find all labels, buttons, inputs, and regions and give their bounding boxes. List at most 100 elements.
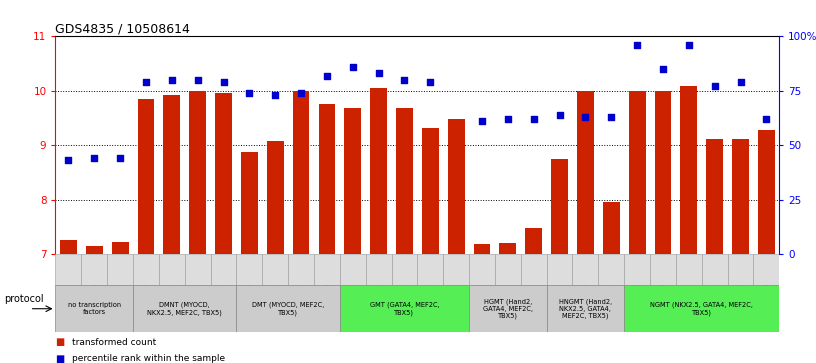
Bar (448, 119, 464, 254)
Bar (189, 91, 206, 254)
Point (295, 90, 308, 96)
Bar (288, 254, 314, 285)
Bar (628, 91, 645, 254)
Point (243, 90, 256, 96)
Point (88, 155, 101, 161)
Text: percentile rank within the sample: percentile rank within the sample (72, 354, 225, 363)
Text: transformed count: transformed count (72, 338, 156, 347)
Point (656, 66, 669, 72)
Point (424, 79, 437, 85)
Bar (184, 254, 211, 285)
Bar (418, 254, 443, 285)
Bar (370, 88, 387, 254)
Bar (107, 254, 133, 285)
Text: GMT (GATA4, MEF2C,
TBX5): GMT (GATA4, MEF2C, TBX5) (370, 302, 439, 316)
Bar (237, 254, 262, 285)
Bar (293, 91, 309, 254)
Bar (241, 152, 258, 254)
Bar (573, 254, 598, 285)
Bar (366, 254, 392, 285)
Text: GDS4835 / 10508614: GDS4835 / 10508614 (55, 22, 190, 35)
Bar (469, 254, 495, 285)
Bar (215, 94, 232, 254)
Point (268, 92, 282, 98)
Bar (392, 254, 418, 285)
Bar (624, 285, 779, 332)
Bar (443, 254, 469, 285)
Point (760, 116, 773, 122)
Bar (526, 228, 542, 254)
Bar (138, 99, 154, 254)
Bar (676, 254, 702, 285)
Text: DMNT (MYOCD,
NKX2.5, MEF2C, TBX5): DMNT (MYOCD, NKX2.5, MEF2C, TBX5) (148, 302, 222, 316)
Bar (577, 91, 594, 254)
Point (62, 158, 75, 163)
Bar (598, 254, 624, 285)
Point (191, 77, 204, 83)
Text: DMT (MYOCD, MEF2C,
TBX5): DMT (MYOCD, MEF2C, TBX5) (252, 302, 324, 316)
Text: NGMT (NKX2.5, GATA4, MEF2C,
TBX5): NGMT (NKX2.5, GATA4, MEF2C, TBX5) (650, 302, 753, 316)
Point (140, 79, 153, 85)
Point (372, 70, 385, 76)
Point (476, 118, 489, 124)
Bar (396, 108, 413, 254)
Bar (758, 130, 774, 254)
Text: ■: ■ (55, 354, 64, 363)
Point (708, 83, 721, 89)
Bar (159, 254, 184, 285)
Point (631, 42, 644, 48)
Bar (344, 108, 361, 254)
Bar (267, 141, 284, 254)
Bar (237, 285, 339, 332)
Text: HNGMT (Hand2,
NKX2.5, GATA4,
MEF2C, TBX5): HNGMT (Hand2, NKX2.5, GATA4, MEF2C, TBX5… (559, 298, 612, 319)
Point (398, 77, 411, 83)
Bar (707, 139, 723, 254)
Bar (732, 139, 749, 254)
Point (346, 64, 359, 70)
Bar (314, 254, 339, 285)
Bar (547, 254, 573, 285)
Bar (86, 246, 103, 254)
Text: ■: ■ (55, 337, 64, 347)
Point (527, 116, 540, 122)
Bar (55, 285, 133, 332)
Point (553, 112, 566, 118)
Text: protocol: protocol (4, 294, 44, 305)
Point (217, 79, 230, 85)
Point (113, 155, 126, 161)
Bar (702, 254, 728, 285)
Bar (339, 254, 366, 285)
Text: no transcription
factors: no transcription factors (68, 302, 121, 315)
Point (321, 73, 334, 78)
Bar (112, 242, 128, 254)
Bar (262, 254, 288, 285)
Bar (60, 241, 77, 254)
Point (605, 114, 618, 120)
Bar (521, 254, 547, 285)
Point (166, 77, 179, 83)
Bar (551, 159, 568, 254)
Point (579, 114, 592, 120)
Point (682, 42, 695, 48)
Bar (211, 254, 237, 285)
Bar (499, 243, 517, 254)
Bar (318, 104, 335, 254)
Text: HGMT (Hand2,
GATA4, MEF2C,
TBX5): HGMT (Hand2, GATA4, MEF2C, TBX5) (483, 298, 533, 319)
Bar (681, 86, 697, 254)
Bar (473, 244, 490, 254)
Bar (469, 285, 547, 332)
Bar (728, 254, 753, 285)
Bar (654, 91, 672, 254)
Bar (624, 254, 650, 285)
Bar (650, 254, 676, 285)
Bar (753, 254, 779, 285)
Bar (603, 203, 619, 254)
Bar (495, 254, 521, 285)
Bar (55, 254, 82, 285)
Bar (163, 95, 180, 254)
Point (501, 116, 514, 122)
Bar (339, 285, 469, 332)
Bar (82, 254, 107, 285)
Point (734, 79, 747, 85)
Bar (133, 254, 159, 285)
